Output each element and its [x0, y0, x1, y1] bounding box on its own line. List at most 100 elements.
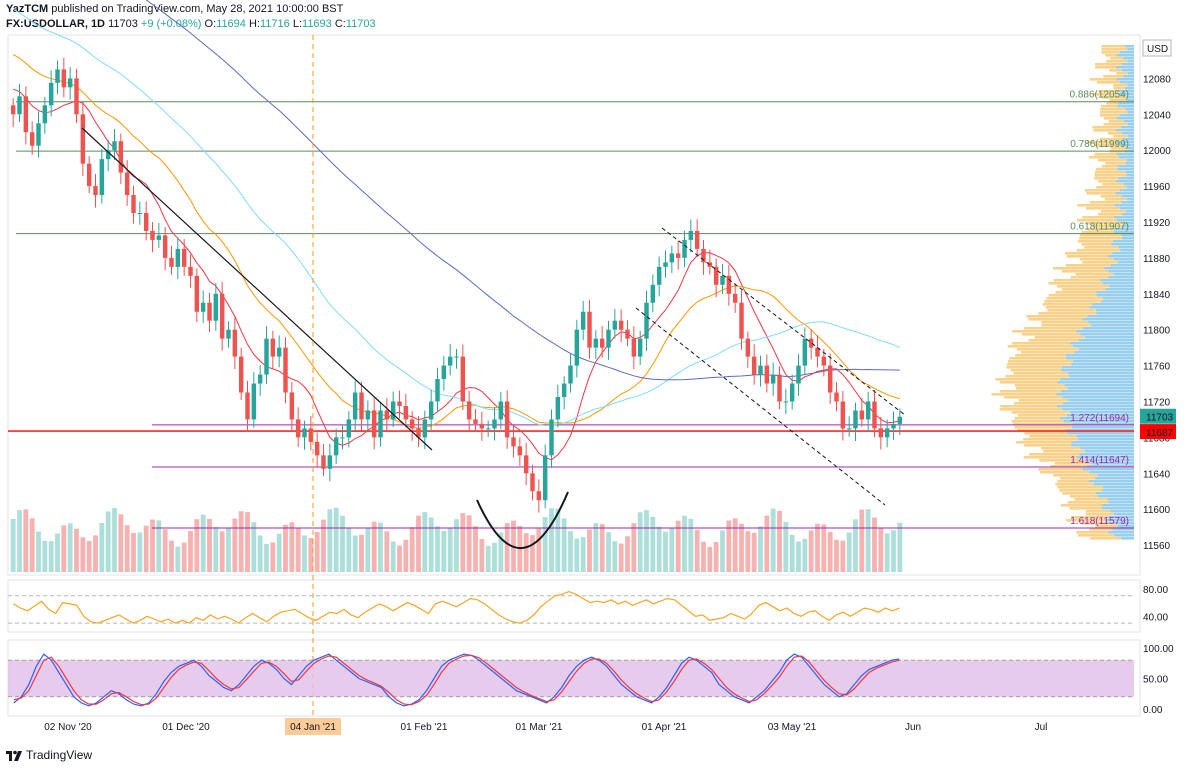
profile-bar-value — [1101, 507, 1134, 510]
price-chart[interactable]: 0.886(12054) 0.786(11999) 0.618(11907) 1.27… — [0, 0, 1186, 745]
profile-bar-volume — [1094, 177, 1119, 180]
profile-bar-volume — [1016, 348, 1079, 351]
profile-bar-value — [1117, 168, 1134, 171]
profile-bar-volume — [1105, 54, 1117, 57]
profile-bar-value — [1108, 501, 1134, 504]
profile-bar-value — [1126, 198, 1134, 201]
volume-bar — [416, 515, 421, 572]
candle-body — [789, 383, 795, 402]
volume-bar — [175, 546, 181, 572]
profile-bar-value — [1123, 75, 1134, 78]
candle-body — [61, 69, 67, 88]
profile-bar-value — [1118, 525, 1134, 528]
y-tick-label: 11840 — [1143, 290, 1171, 301]
volume-profile — [991, 45, 1134, 540]
profile-bar-volume — [1041, 321, 1089, 324]
volume-bar — [390, 541, 396, 572]
profile-bar-value — [1072, 423, 1134, 426]
profile-bar-value — [1082, 327, 1134, 330]
profile-bar-value — [1127, 147, 1134, 150]
profile-bar-volume — [1060, 477, 1095, 480]
volume-bar — [55, 533, 60, 572]
brand-name[interactable]: TradingView — [26, 748, 93, 762]
profile-bar-value — [1108, 276, 1134, 279]
volume-bar — [42, 540, 48, 572]
profile-bar-volume — [1024, 432, 1067, 435]
volume-bar — [238, 511, 244, 572]
profile-bar-value — [1116, 180, 1134, 183]
candles — [10, 57, 903, 513]
candle-body — [257, 374, 263, 384]
profile-bar-volume — [1006, 366, 1062, 369]
candle-body — [637, 338, 643, 357]
profile-bar-value — [1127, 123, 1134, 126]
candle-body — [384, 410, 390, 420]
profile-bar-volume — [1087, 228, 1114, 231]
candle-body — [764, 365, 770, 384]
profile-bar-volume — [1103, 117, 1117, 120]
volume-bar — [625, 536, 630, 572]
profile-bar-value — [1117, 105, 1134, 108]
volume-bar — [587, 529, 592, 572]
price-axis[interactable]: 12080 12040 12000 11960 11920 11880 11840 11800… — [1140, 39, 1176, 552]
profile-bar-value — [1109, 285, 1134, 288]
volume-bar — [86, 540, 92, 572]
profile-bar-value — [1112, 522, 1134, 525]
volume-bar — [650, 516, 656, 572]
profile-bar-value — [1127, 72, 1134, 75]
volume-bar — [188, 530, 193, 572]
volume-bar — [302, 535, 307, 572]
ma-100-line — [12, 8, 901, 427]
profile-bar-value — [1068, 372, 1134, 375]
time-axis[interactable]: 02 Nov '20 01 Dec '20 04 Jan '21 01 Feb '21… — [44, 718, 1047, 735]
candle-body — [707, 262, 713, 267]
profile-bar-value — [1122, 132, 1134, 135]
volume-bar — [245, 512, 250, 572]
close-label: C: — [334, 18, 346, 30]
profile-bar-value — [1063, 420, 1134, 423]
profile-bar-volume — [1096, 81, 1120, 84]
profile-bar-volume — [1039, 459, 1085, 462]
profile-bar-value — [1094, 477, 1134, 480]
profile-bar-volume — [1059, 489, 1103, 492]
x-tick-label: 01 Apr '21 — [642, 722, 687, 733]
profile-bar-volume — [1099, 138, 1123, 141]
candle-body — [447, 356, 453, 366]
candle-body — [732, 293, 738, 303]
profile-bar-value — [1107, 255, 1134, 258]
volume-bar — [441, 530, 447, 572]
profile-bar-value — [1125, 162, 1134, 165]
volume-bar — [194, 519, 200, 572]
profile-bar-volume — [1023, 438, 1079, 441]
profile-bar-value — [1116, 117, 1134, 120]
profile-bar-volume — [1107, 132, 1123, 135]
profile-bar-volume — [1103, 75, 1124, 78]
profile-bar-volume — [1017, 429, 1066, 432]
profile-bar-value — [1118, 177, 1134, 180]
x-tick-label: 04 Jan '21 — [290, 722, 336, 733]
profile-bar-value — [1069, 342, 1134, 345]
candle-body — [561, 383, 567, 397]
volume-bar — [74, 528, 79, 572]
volume-bar — [834, 539, 839, 572]
volume-bar — [112, 507, 117, 572]
stoch-tick-label: 100.00 — [1143, 644, 1174, 655]
profile-bar-volume — [1064, 252, 1113, 255]
volume-bar — [865, 509, 871, 572]
profile-bar-value — [1102, 486, 1134, 489]
profile-bar-value — [1116, 141, 1134, 144]
profile-bar-volume — [1089, 78, 1117, 81]
candle-body — [884, 428, 890, 438]
profile-bar-value — [1082, 318, 1134, 321]
profile-bar-volume — [1092, 225, 1123, 228]
rsi-pane[interactable] — [7, 579, 1141, 633]
volume-bar — [308, 538, 314, 572]
x-tick-label: Jun — [905, 722, 921, 733]
profile-bar-volume — [1109, 99, 1127, 102]
profile-bar-volume — [1100, 111, 1128, 114]
candle-body — [302, 428, 307, 438]
main-pane[interactable] — [7, 34, 1141, 576]
author-name[interactable]: YazTCM — [6, 3, 49, 15]
profile-bar-value — [1110, 510, 1134, 513]
volume-bar — [720, 530, 725, 572]
